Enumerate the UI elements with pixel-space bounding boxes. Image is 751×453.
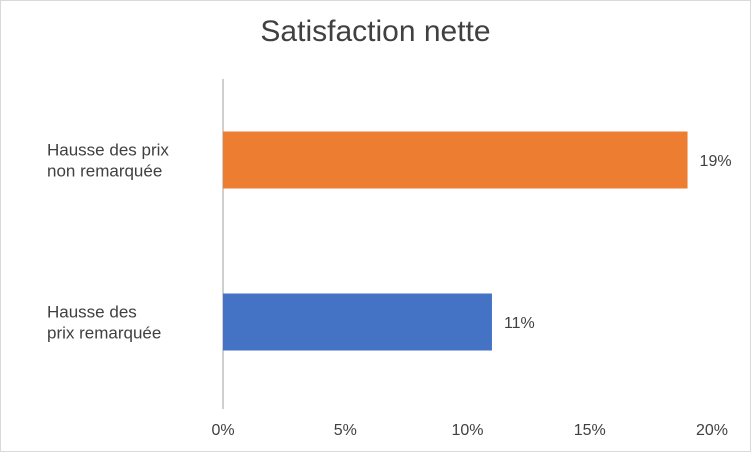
x-tick-label-2: 5% <box>334 422 357 439</box>
category-label-1-line-1: Hausse des prix <box>47 141 169 160</box>
chart-title: Satisfaction nette <box>260 15 491 48</box>
data-label-2: 11% <box>504 315 535 332</box>
x-tick-label-1: 0% <box>211 422 234 439</box>
category-label-2-line-1: Hausse des <box>47 303 137 322</box>
category-label-1-line-2: non remarquée <box>47 162 162 181</box>
x-tick-label-3: 10% <box>451 422 483 439</box>
category-label-2-line-2: prix remarquée <box>47 324 161 343</box>
data-label-1: 19% <box>700 153 732 170</box>
x-tick-label-5: 20% <box>696 422 728 439</box>
bar-2 <box>223 293 492 351</box>
x-tick-label-4: 15% <box>574 422 606 439</box>
bar-1 <box>223 131 688 189</box>
